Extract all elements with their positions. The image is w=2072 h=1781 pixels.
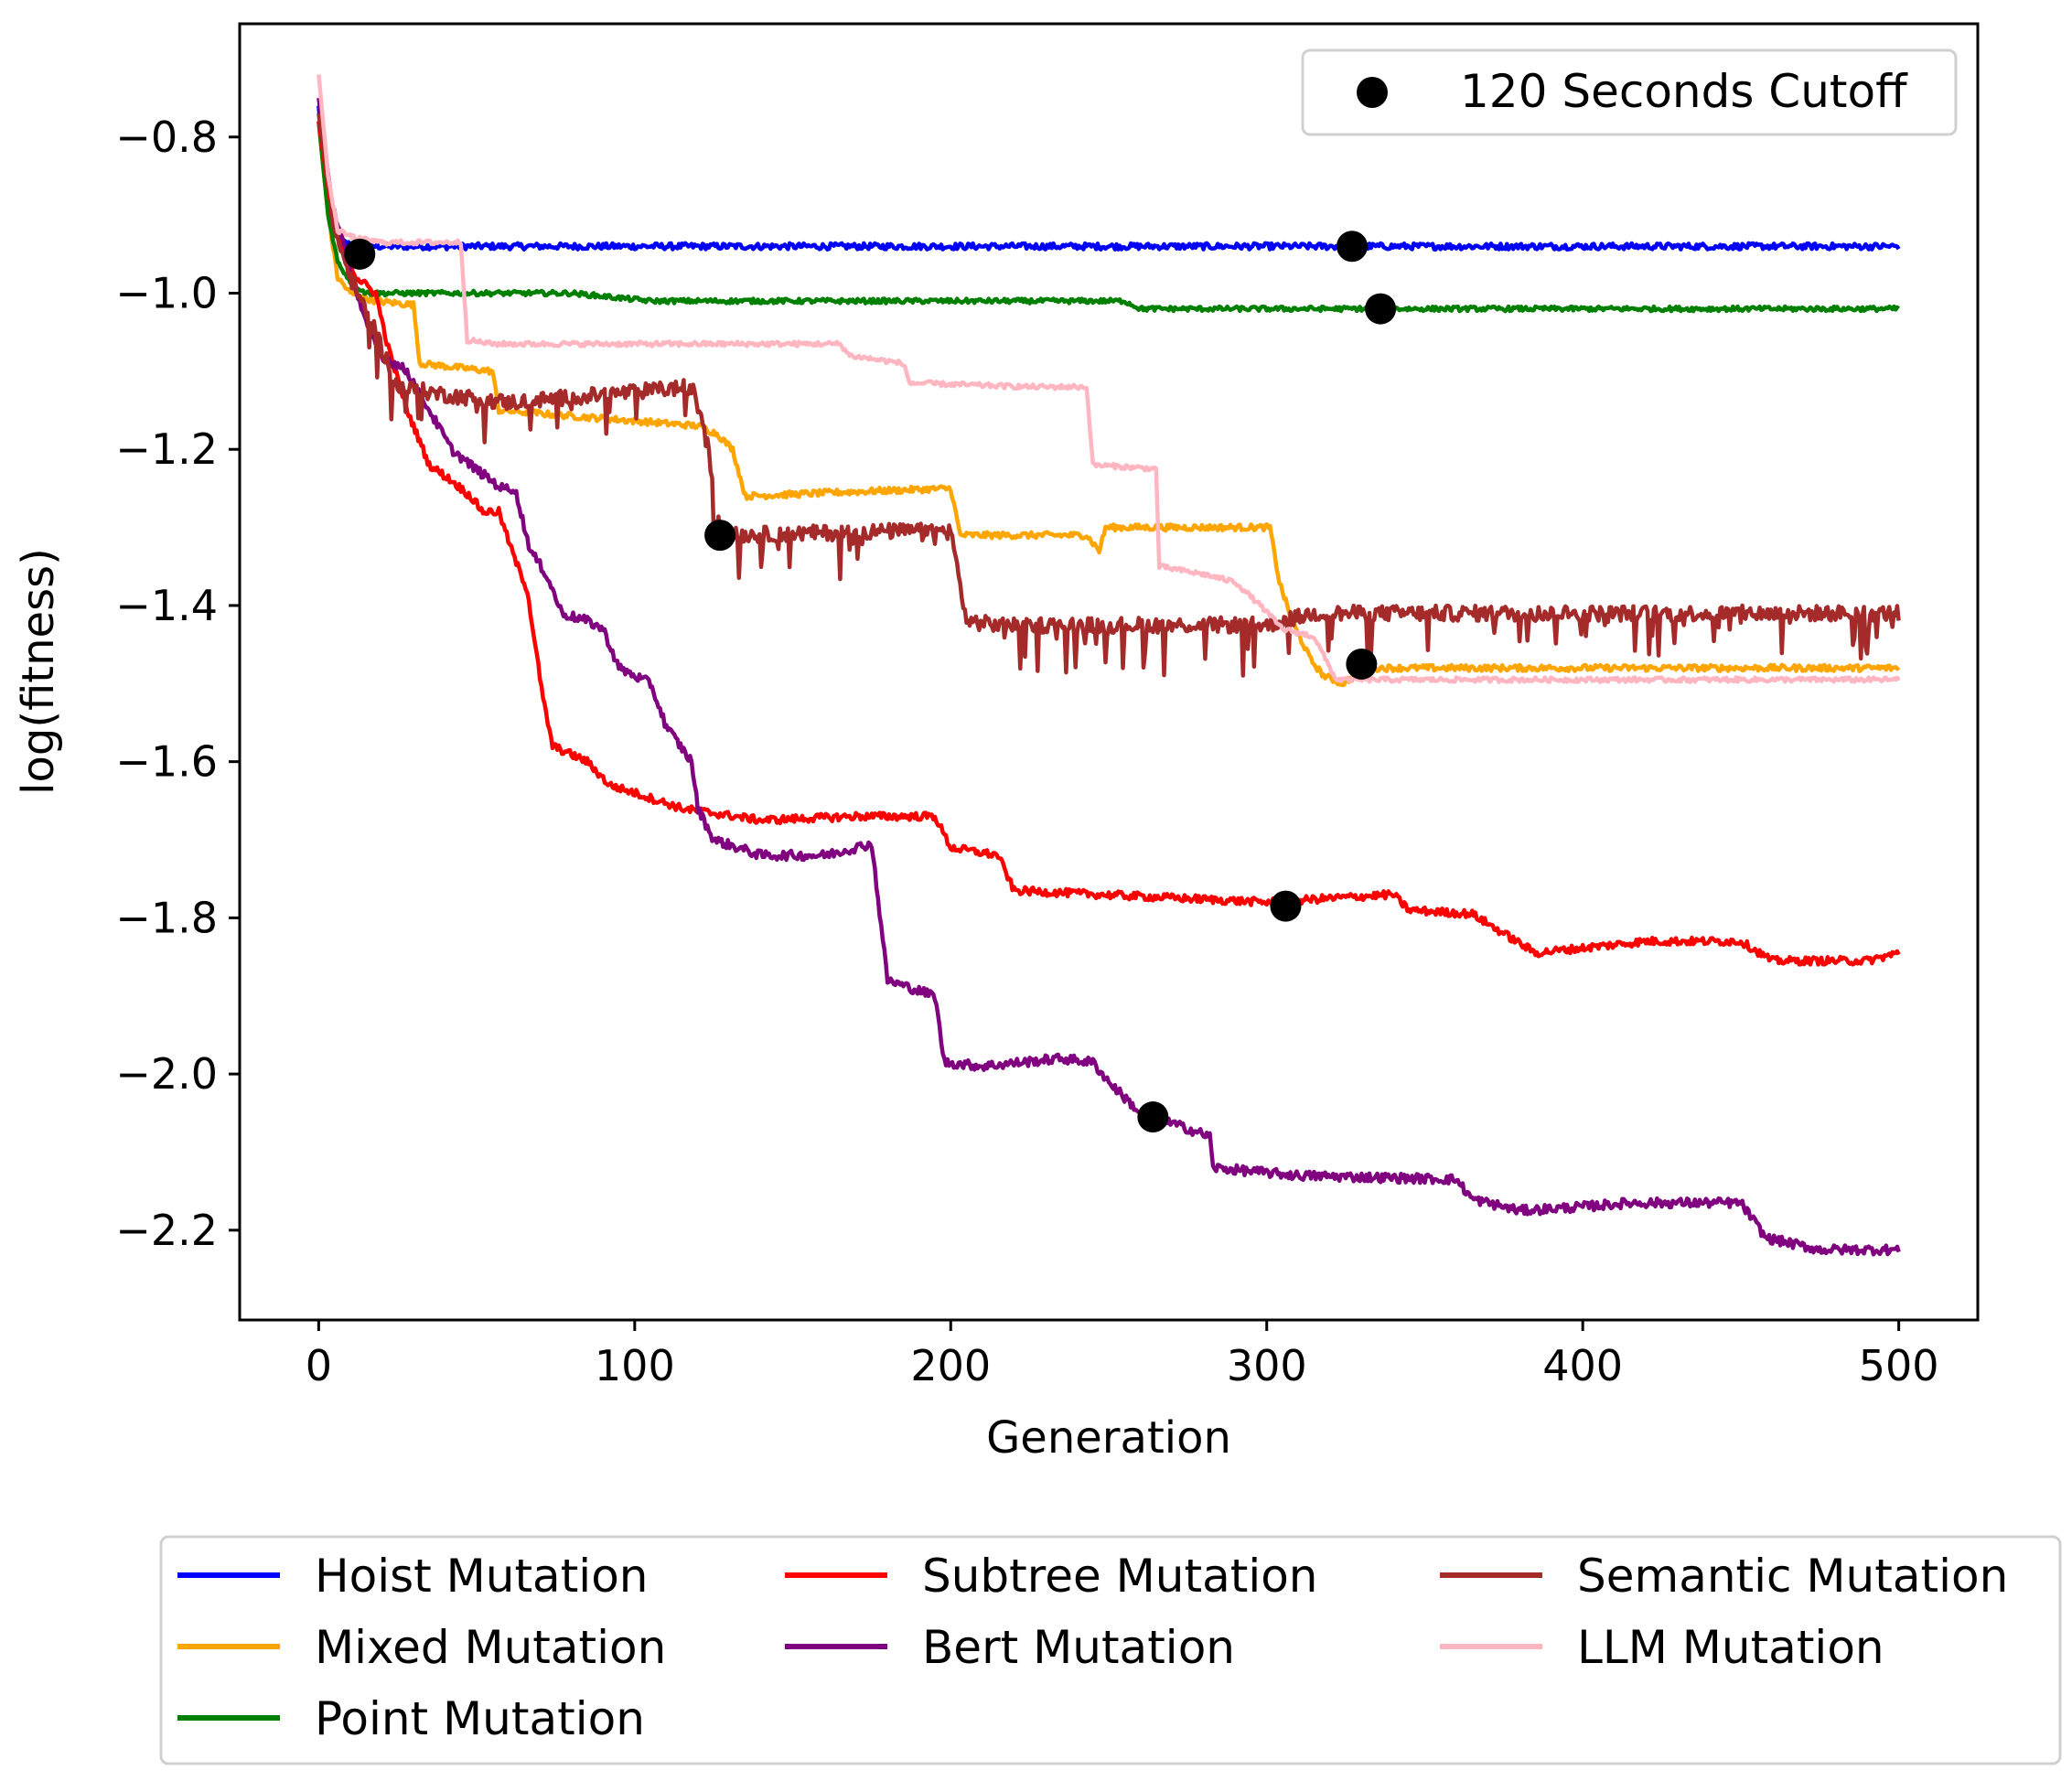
series-line-hoist-mutation	[317, 105, 1901, 252]
cutoff-legend-label: 120 Seconds Cutoff	[1460, 65, 1908, 118]
cutoff-marker-1	[344, 238, 376, 270]
x-tick-label-100: 100	[595, 1341, 675, 1390]
x-axis-label: Generation	[986, 1412, 1231, 1464]
plot-frame	[238, 22, 1980, 1322]
cutoff-marker-3	[1365, 293, 1397, 325]
y-tick-label-5: −1.8	[115, 893, 218, 942]
series-line-semantic-mutation	[317, 113, 1901, 678]
cutoff-marker-layer	[344, 231, 1397, 1133]
legend-label-point-mutation: Point Mutation	[315, 1692, 645, 1745]
x-tick-label-500: 500	[1859, 1341, 1939, 1390]
y-tick-label-3: −1.4	[115, 581, 218, 630]
y-axis-label: log(fitness)	[13, 548, 64, 795]
x-tick-label-0: 0	[306, 1341, 332, 1390]
cutoff-marker-5	[1346, 648, 1378, 680]
x-tick-label-400: 400	[1542, 1341, 1623, 1390]
x-tick-label-300: 300	[1227, 1341, 1307, 1390]
cutoff-legend-frame	[1301, 48, 1958, 136]
series-line-bert-mutation	[317, 97, 1901, 1257]
y-tick-label-7: −2.2	[115, 1206, 218, 1255]
cutoff-marker-6	[1270, 890, 1302, 922]
cutoff-marker-7	[1137, 1101, 1169, 1133]
legend-label-semantic-mutation: Semantic Mutation	[1577, 1550, 2008, 1603]
series-legend-frame	[159, 1535, 2062, 1765]
series-line-mixed-mutation	[317, 121, 1901, 688]
cutoff-legend: 120 Seconds Cutoff	[1301, 48, 1958, 136]
y-tick-label-6: −2.0	[115, 1049, 218, 1099]
legend-label-llm-mutation: LLM Mutation	[1577, 1621, 1884, 1674]
series-legend: Hoist Mutation Mixed Mutation Point Mutati…	[159, 1535, 2062, 1765]
cutoff-legend-marker	[1357, 77, 1388, 108]
series-line-point-mutation	[317, 121, 1901, 314]
legend-label-bert-mutation: Bert Mutation	[922, 1621, 1235, 1674]
y-tick-label-1: −1.0	[115, 268, 218, 317]
y-tick-label-4: −1.6	[115, 737, 218, 787]
y-tick-label-2: −1.2	[115, 424, 218, 474]
series-legend-entries: Hoist Mutation Mixed Mutation Point Mutati…	[177, 1550, 2008, 1745]
x-tick-label-200: 200	[910, 1341, 991, 1390]
legend-label-subtree-mutation: Subtree Mutation	[922, 1550, 1318, 1603]
legend-label-mixed-mutation: Mixed Mutation	[315, 1621, 666, 1674]
legend-label-hoist-mutation: Hoist Mutation	[315, 1550, 648, 1603]
cutoff-marker-4	[704, 520, 736, 552]
series-layer	[317, 74, 1901, 1257]
y-tick-label-0: −0.8	[115, 113, 218, 162]
series-line-subtree-mutation	[317, 121, 1901, 967]
cutoff-marker-2	[1337, 231, 1368, 263]
x-axis: 0 100 200 300 400 500	[306, 1320, 1939, 1390]
y-axis: −0.8 −1.0 −1.2 −1.4 −1.6 −1.8 −2.0 −2.2	[115, 113, 240, 1255]
series-line-llm-mutation	[317, 74, 1901, 684]
